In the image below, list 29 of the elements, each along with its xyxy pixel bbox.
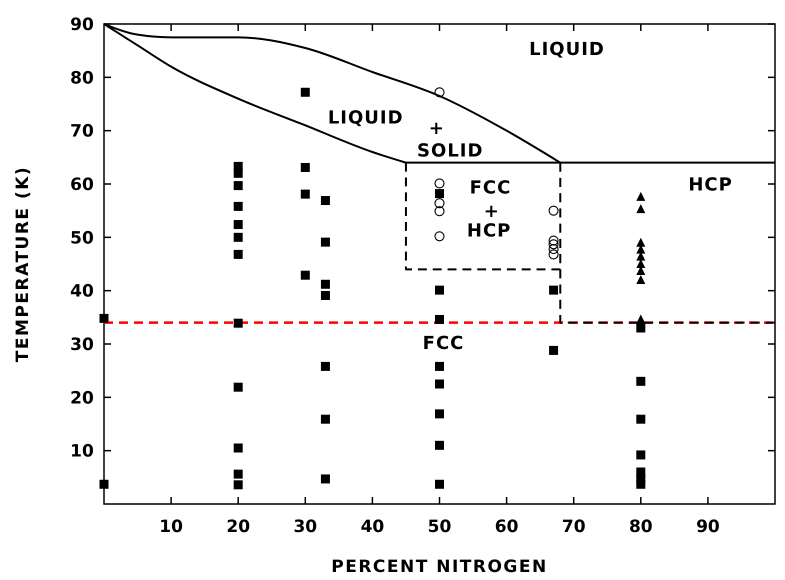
y-tick-label: 20: [70, 388, 94, 408]
annotation: +: [428, 118, 445, 139]
annotation: SOLID: [417, 140, 484, 162]
x-tick-label: 60: [494, 517, 519, 537]
y-tick-label: 60: [70, 174, 94, 195]
annotation: HCP: [466, 220, 512, 242]
annotation: LIQUID: [328, 107, 404, 128]
annotation: FCC: [470, 178, 512, 198]
y-tick-label: 90: [70, 14, 94, 35]
y-tick-label: 70: [70, 122, 94, 142]
x-axis-title: PERCENT NITROGEN: [331, 557, 548, 577]
x-tick-label: 40: [360, 517, 384, 537]
y-tick-label: 10: [70, 442, 94, 462]
x-tick-label: 10: [159, 517, 184, 537]
x-tick-label: 70: [562, 517, 586, 537]
y-axis-title: TEMPERATURE (K): [13, 166, 33, 362]
x-tick-label: 20: [226, 517, 250, 537]
y-tick-label: 30: [70, 334, 94, 355]
annotation: FCC: [422, 333, 464, 354]
x-tick-label: 30: [293, 517, 318, 537]
x-tick-label: 50: [428, 517, 452, 537]
annotation: HCP: [688, 174, 733, 196]
y-tick-label: 80: [70, 68, 94, 88]
annotation: +: [484, 201, 500, 222]
y-tick-label: 40: [70, 282, 94, 302]
annotation: LIQUID: [529, 38, 605, 60]
x-tick-label: 80: [628, 517, 653, 537]
x-tick-label: 90: [696, 517, 720, 537]
y-tick-label: 50: [70, 228, 94, 248]
